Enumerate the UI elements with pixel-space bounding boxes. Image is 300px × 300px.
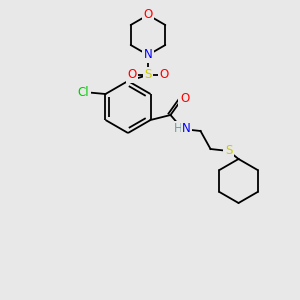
Text: N: N xyxy=(144,49,152,62)
Text: O: O xyxy=(128,68,136,82)
Text: S: S xyxy=(225,145,232,158)
Text: O: O xyxy=(159,68,169,82)
Text: S: S xyxy=(144,68,152,82)
Text: N: N xyxy=(182,122,191,136)
Text: O: O xyxy=(143,8,153,22)
Text: O: O xyxy=(180,92,189,106)
Text: H: H xyxy=(174,122,183,136)
Text: Cl: Cl xyxy=(78,85,89,98)
